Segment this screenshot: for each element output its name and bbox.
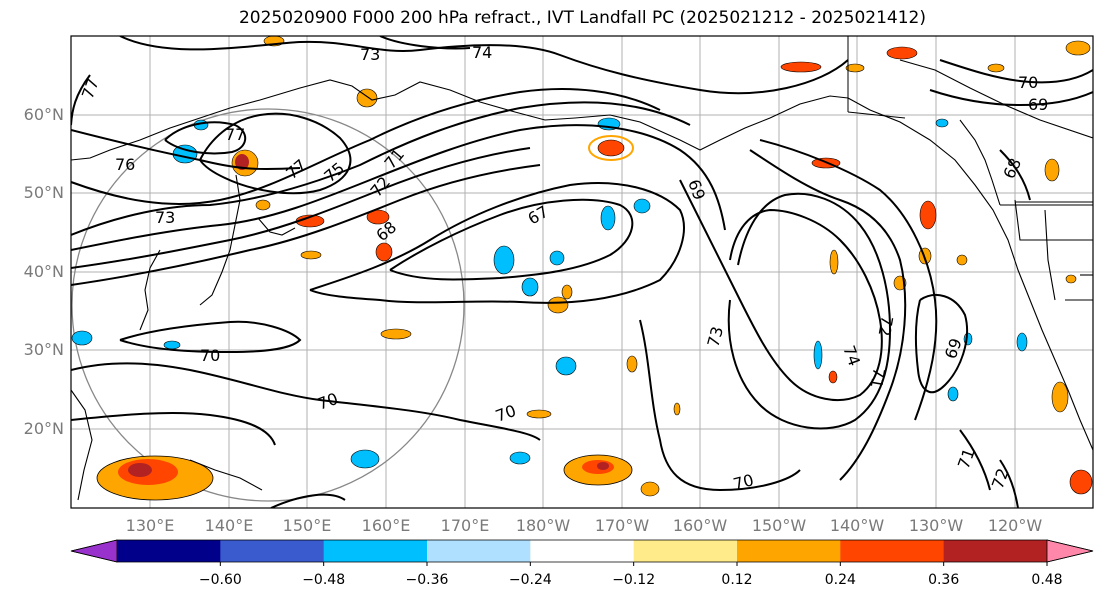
contour-label: 69	[1028, 95, 1048, 114]
lat-label: 50°N	[24, 183, 64, 202]
lat-label: 60°N	[24, 105, 64, 124]
contour-label: 73	[155, 208, 175, 227]
lon-label: 160°E	[362, 516, 411, 535]
contour-label: 73	[704, 324, 728, 349]
contour-label: 74	[472, 43, 492, 62]
lon-label: 160°W	[673, 516, 728, 535]
lat-label: 30°N	[24, 340, 64, 359]
colorbar-tick-label: 0.36	[928, 572, 959, 588]
longitude-axis: 130°E 140°E 150°E 160°E 170°E 180°W 170°…	[126, 516, 1043, 535]
lon-label: 140°E	[205, 516, 254, 535]
map-border	[70, 35, 1094, 509]
lon-label: 170°W	[595, 516, 650, 535]
colorbar-segment	[117, 540, 221, 562]
contour-label: 77	[225, 125, 245, 144]
contour-label: 70	[200, 346, 220, 365]
colorbar-tick-label: −0.12	[612, 572, 655, 588]
lon-label: 140°W	[830, 516, 885, 535]
colorbar-tick-label: −0.24	[509, 572, 552, 588]
colorbar-tick-label: −0.36	[406, 572, 449, 588]
colorbar-segment	[220, 540, 325, 562]
lon-label: 130°W	[909, 516, 964, 535]
colorbar-tick-label: −0.60	[199, 572, 242, 588]
contour-label: 70	[1018, 73, 1038, 92]
lon-label: 170°E	[441, 516, 490, 535]
colorbar-arrow-high	[1046, 539, 1094, 563]
contours	[71, 36, 1093, 508]
colorbar-tick-label: 0.48	[1031, 572, 1062, 588]
latitude-axis: 60°N 50°N 40°N 30°N 20°N	[24, 105, 64, 438]
lon-label: 180°W	[516, 516, 571, 535]
contour-label: 73	[360, 45, 380, 64]
colorbar-tick-label: 0.24	[825, 572, 856, 588]
colorbar-segment	[737, 540, 841, 562]
colorbar-segment	[530, 540, 635, 562]
colorbar-outline	[70, 539, 1094, 563]
contour-label: 70	[731, 470, 756, 494]
radius-circle	[71, 108, 465, 502]
colorbar-tick-label: −0.48	[302, 572, 345, 588]
contour-label: 76	[115, 155, 135, 174]
lon-label: 120°W	[988, 516, 1043, 535]
lon-label: 130°E	[126, 516, 175, 535]
colorbar	[70, 539, 1094, 563]
lat-label: 20°N	[24, 419, 64, 438]
colorbar-segment	[943, 540, 1048, 562]
colorbar-segment	[633, 540, 738, 562]
borders	[847, 36, 1093, 203]
colorbar-segment	[427, 540, 531, 562]
map-title: 2025020900 F000 200 hPa refract., IVT La…	[238, 8, 926, 28]
lon-label: 150°E	[283, 516, 332, 535]
colorbar-arrow-low	[70, 539, 118, 563]
lon-label: 150°W	[752, 516, 807, 535]
colorbar-segment	[323, 540, 428, 562]
colorbar-tick-label: 0.12	[721, 572, 752, 588]
contour-label: 72	[875, 314, 897, 337]
colorbar-ticks: −0.60 −0.48 −0.36 −0.24 −0.12 0.12 0.24 0.36 0.4…	[199, 562, 1063, 588]
contour-label: 71	[867, 366, 889, 389]
lat-label: 40°N	[24, 262, 64, 281]
colorbar-segment	[840, 540, 945, 562]
